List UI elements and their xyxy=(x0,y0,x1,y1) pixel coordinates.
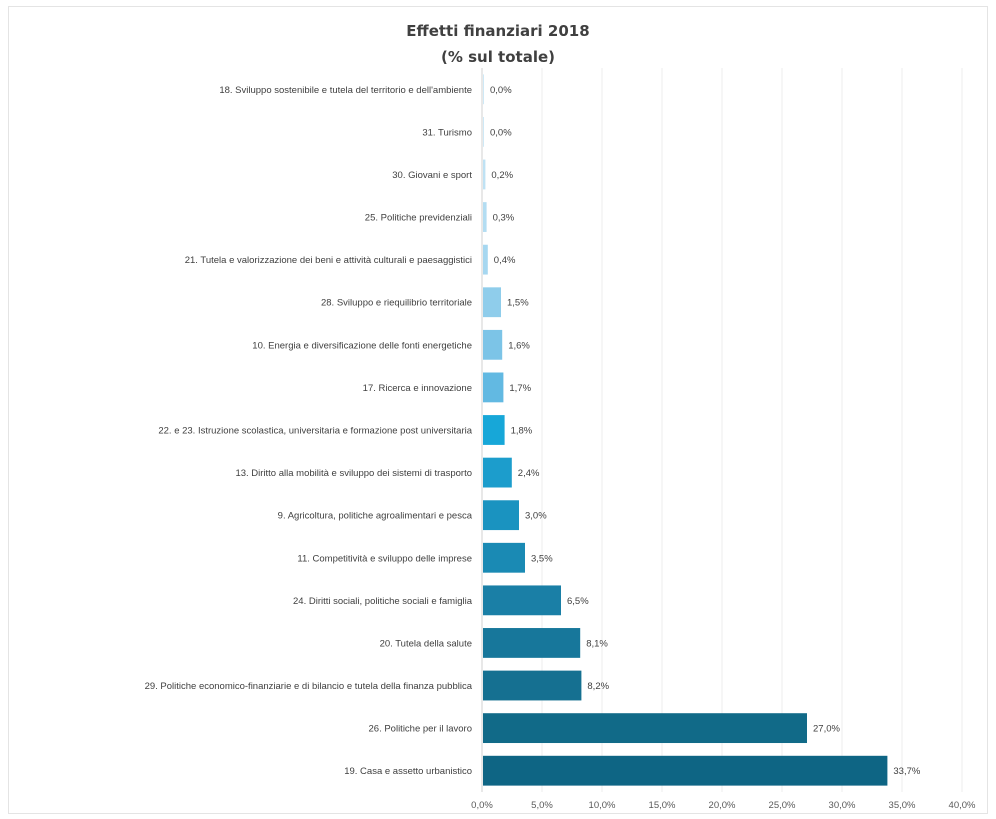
gridlines xyxy=(481,68,963,792)
category-label: 9. Agricoltura, politiche agroalimentari… xyxy=(278,511,473,522)
category-labels: 18. Sviluppo sostenibile e tutela del te… xyxy=(145,85,473,777)
category-label: 31. Turismo xyxy=(422,127,472,138)
x-tick-label: 40,0% xyxy=(949,800,976,811)
bar xyxy=(483,329,503,360)
bar xyxy=(483,74,484,105)
bar xyxy=(483,116,484,147)
data-label: 0,2% xyxy=(491,170,513,181)
data-label: 0,0% xyxy=(490,127,512,138)
x-axis-tick-labels: 0,0% 5,0% 10,0% 15,0% 20,0% 25,0% 30,0% 35,0% 40… xyxy=(471,800,976,811)
data-label: 1,6% xyxy=(508,340,530,351)
data-label: 8,1% xyxy=(586,638,608,649)
bar xyxy=(483,244,488,275)
data-label: 1,5% xyxy=(507,298,529,309)
data-label: 8,2% xyxy=(587,681,609,692)
bar xyxy=(483,542,525,573)
category-label: 22. e 23. Istruzione scolastica, univers… xyxy=(158,426,472,437)
chart-subtitle: (% sul totale) xyxy=(440,48,556,66)
data-label: 2,4% xyxy=(518,468,540,479)
x-tick-label: 30,0% xyxy=(829,800,856,811)
data-label: 1,7% xyxy=(509,383,531,394)
data-label: 27,0% xyxy=(813,724,840,735)
bar xyxy=(483,585,561,616)
bar xyxy=(483,372,504,403)
x-tick-label: 35,0% xyxy=(889,800,916,811)
bar xyxy=(483,415,505,445)
category-label: 25. Politiche previdenziali xyxy=(365,213,472,224)
category-label: 17. Ricerca e innovazione xyxy=(363,383,472,394)
category-label: 10. Energia e diversificazione delle fon… xyxy=(252,340,472,351)
category-label: 24. Diritti sociali, politiche sociali e… xyxy=(293,596,473,607)
bar-series xyxy=(483,74,888,786)
category-label: 20. Tutela della salute xyxy=(380,638,472,649)
bar xyxy=(483,628,581,658)
category-label: 29. Politiche economico-finanziarie e di… xyxy=(145,681,473,692)
data-label: 33,7% xyxy=(893,766,920,777)
bar xyxy=(483,457,512,488)
x-tick-label: 25,0% xyxy=(769,800,796,811)
bar xyxy=(483,202,487,232)
category-label: 13. Diritto alla mobilità e sviluppo dei… xyxy=(235,468,472,479)
category-label: 21. Tutela e valorizzazione dei beni e a… xyxy=(185,255,472,266)
category-label: 18. Sviluppo sostenibile e tutela del te… xyxy=(219,85,472,96)
category-label: 26. Politiche per il lavoro xyxy=(369,724,473,735)
bar xyxy=(483,713,807,744)
x-tick-label: 15,0% xyxy=(649,800,676,811)
data-label: 3,0% xyxy=(525,511,547,522)
bar xyxy=(483,670,582,701)
x-tick-label: 20,0% xyxy=(709,800,736,811)
category-label: 30. Giovani e sport xyxy=(392,170,472,181)
category-label: 11. Competitività e sviluppo delle impre… xyxy=(297,553,472,564)
data-label: 0,3% xyxy=(493,213,515,224)
data-label: 0,0% xyxy=(490,85,512,96)
x-tick-label: 0,0% xyxy=(471,800,493,811)
x-tick-label: 5,0% xyxy=(531,800,553,811)
data-label: 6,5% xyxy=(567,596,589,607)
data-label: 3,5% xyxy=(531,553,553,564)
chart-title: Effetti finanziari 2018 xyxy=(406,22,590,40)
bar xyxy=(483,159,486,190)
bar xyxy=(483,287,501,318)
bar xyxy=(483,755,888,786)
bar xyxy=(483,500,519,531)
data-label: 1,8% xyxy=(511,426,533,437)
data-label: 0,4% xyxy=(494,255,516,266)
category-label: 28. Sviluppo e riequilibrio territoriale xyxy=(321,298,472,309)
value-labels: 0,0% 0,0% 0,2% 0,3% 0,4% 1,5% 1,6% 1,7% 1,8% 2,4%… xyxy=(490,85,921,777)
category-label: 19. Casa e assetto urbanistico xyxy=(344,766,472,777)
x-tick-label: 10,0% xyxy=(589,800,616,811)
